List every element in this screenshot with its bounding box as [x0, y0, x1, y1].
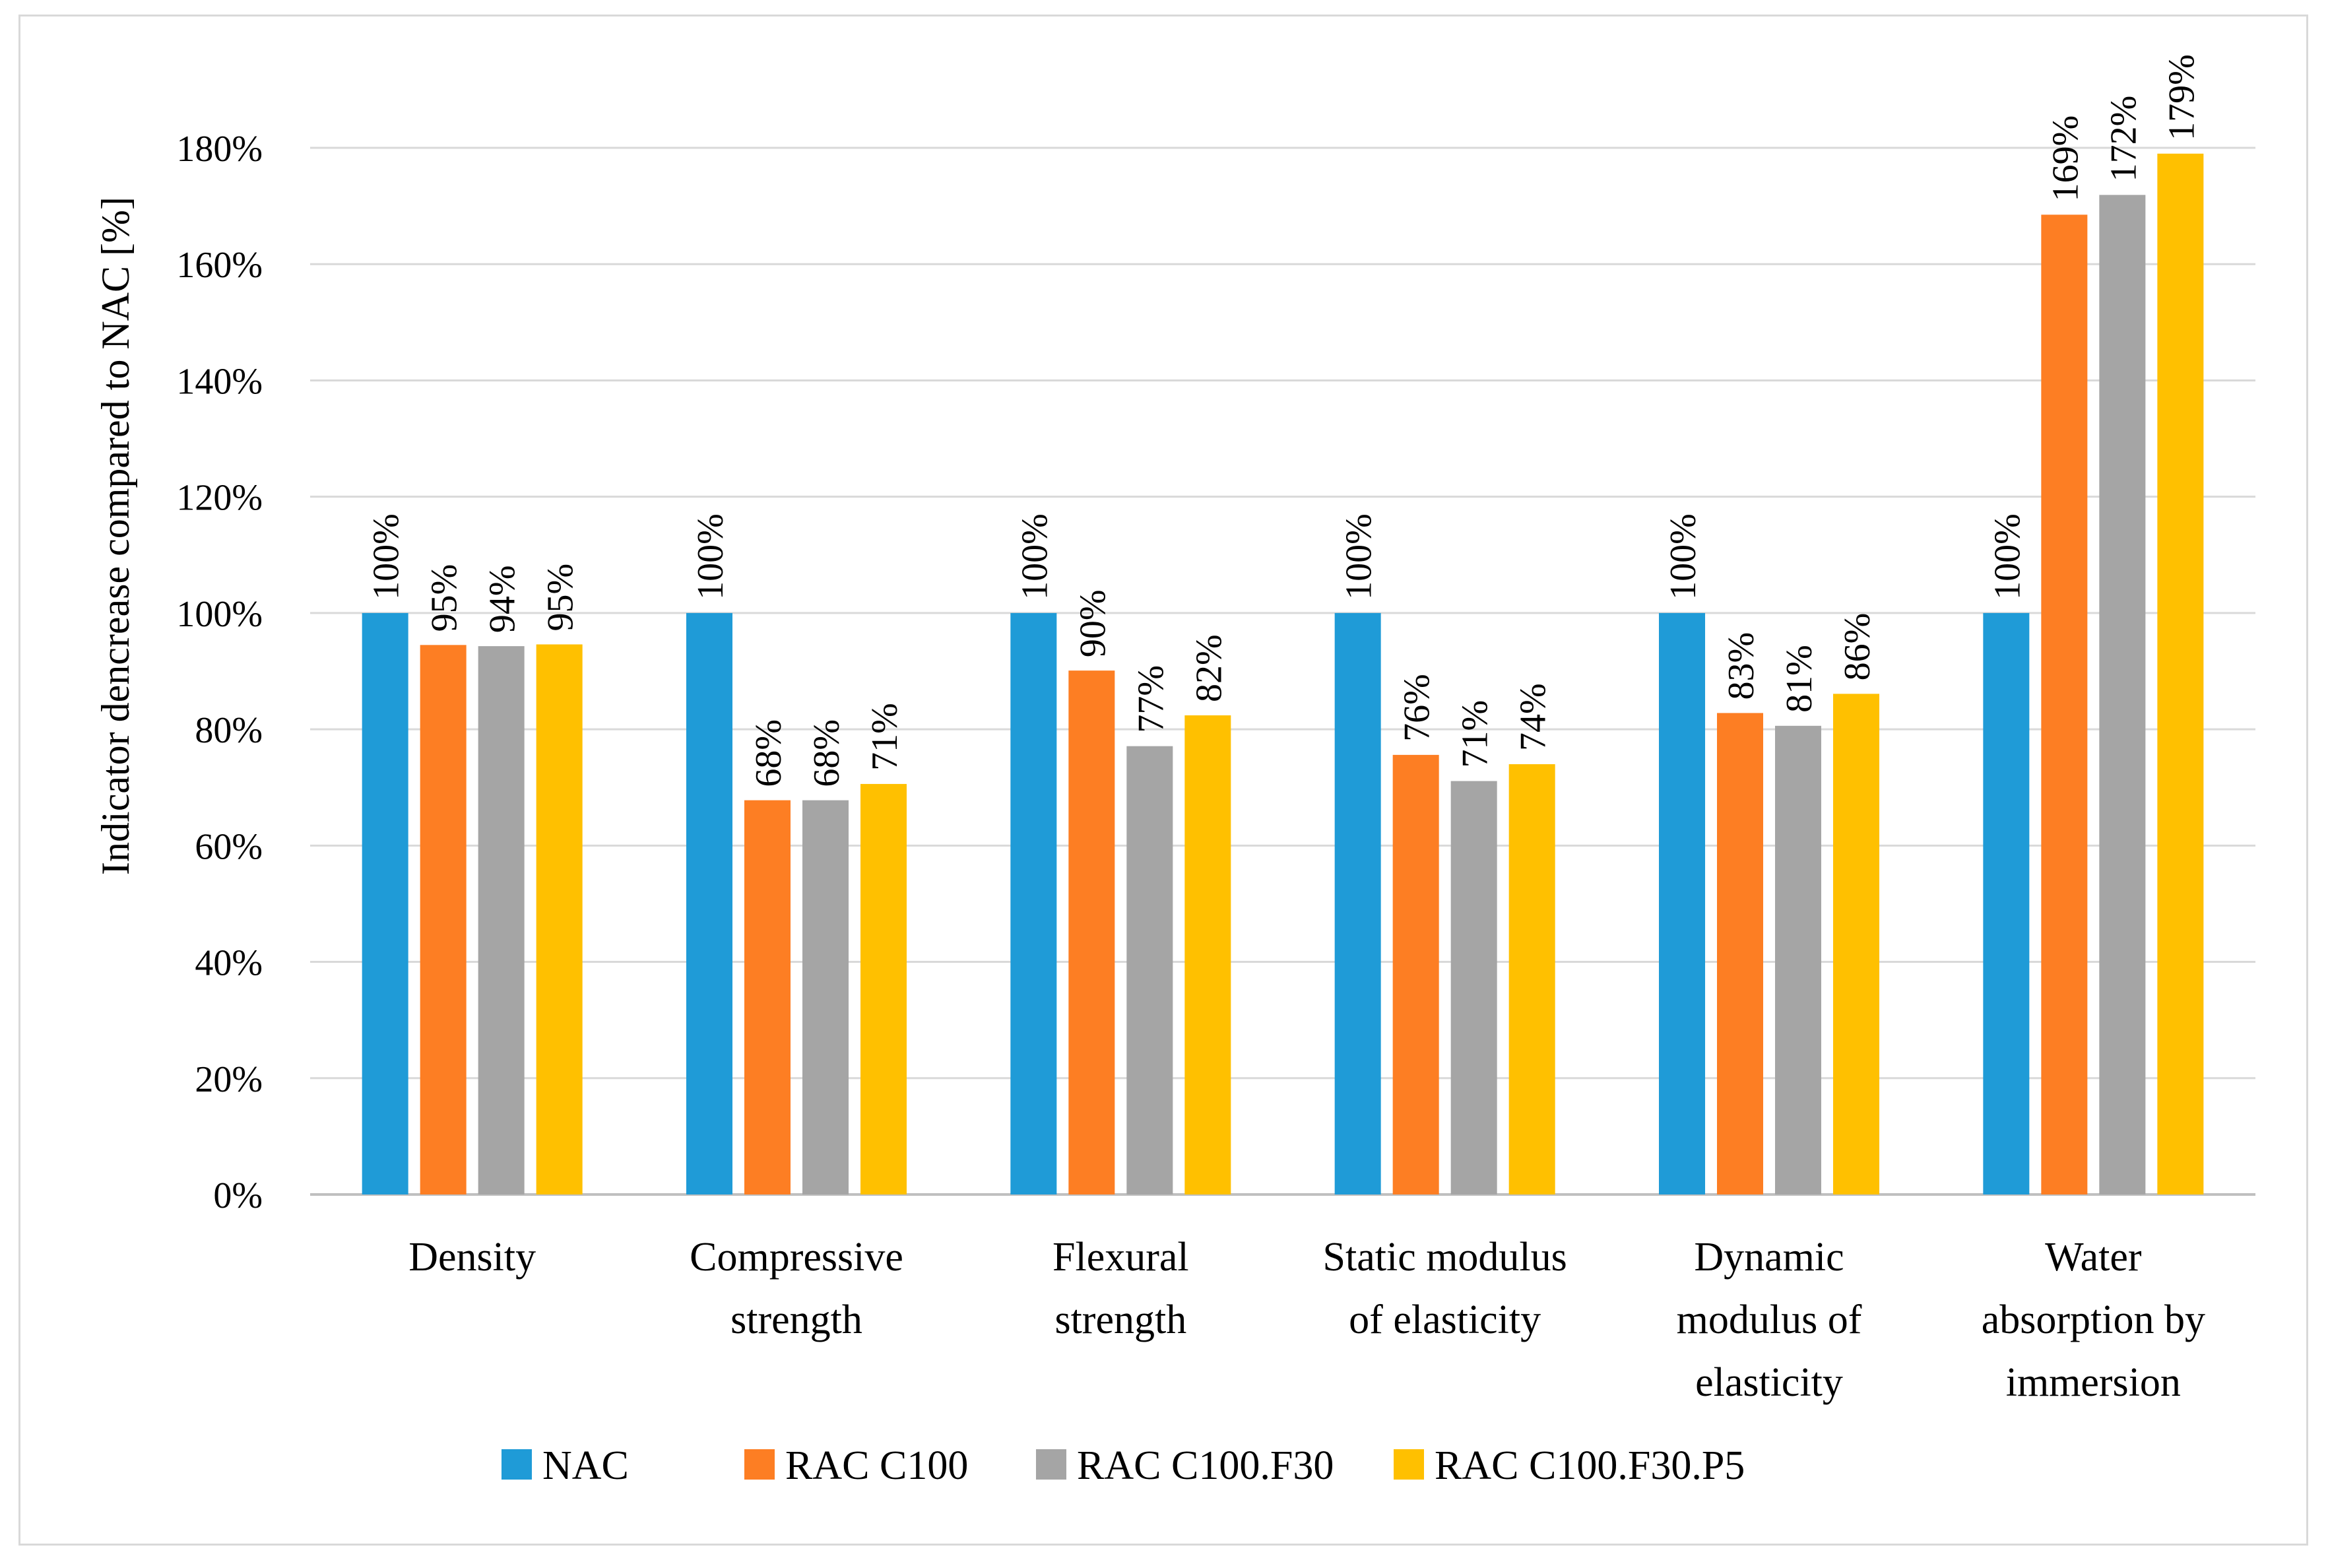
- data-label: 100%: [366, 513, 407, 600]
- data-label: 100%: [690, 513, 731, 600]
- bar-rac-c100: [2041, 214, 2088, 1195]
- bar-rac-c100-f30-p5: [1833, 694, 1879, 1194]
- data-label: 76%: [1397, 674, 1438, 742]
- x-category-label: modulus of: [1677, 1297, 1862, 1342]
- x-category-label: strength: [1054, 1297, 1186, 1342]
- legend-label: RAC C100.F30.P5: [1435, 1443, 1745, 1488]
- data-label: 71%: [1455, 700, 1496, 768]
- y-tick-label: 140%: [176, 361, 263, 402]
- legend-swatch: [744, 1449, 775, 1480]
- x-axis-categories: Density Compressive strength Flexural streng…: [408, 1235, 2205, 1405]
- x-category-label: Water: [2045, 1235, 2142, 1280]
- bar-rac-c100-f30: [1450, 781, 1497, 1194]
- bar-rac-c100: [744, 800, 791, 1194]
- x-category-label: absorption by: [1982, 1297, 2205, 1342]
- data-label: 81%: [1779, 645, 1820, 713]
- x-category-label: Flexural: [1052, 1235, 1189, 1280]
- data-label: 82%: [1188, 634, 1229, 702]
- data-label: 179%: [2161, 54, 2202, 141]
- bar-rac-c100-f30-p5: [1184, 715, 1231, 1194]
- data-label: 172%: [2103, 96, 2144, 182]
- y-tick-label: 120%: [176, 478, 263, 519]
- x-category-label: strength: [730, 1297, 862, 1342]
- data-label: 77%: [1130, 665, 1171, 733]
- y-tick-label: 0%: [213, 1175, 263, 1216]
- bar-nac: [686, 612, 732, 1194]
- bars: [362, 153, 2204, 1195]
- y-tick-label: 80%: [195, 710, 263, 751]
- data-label: 169%: [2045, 115, 2086, 202]
- data-label: 71%: [864, 703, 905, 771]
- legend-swatch: [502, 1449, 532, 1480]
- bar-rac-c100-f30-p5: [2157, 153, 2204, 1194]
- bar-rac-c100-f30-p5: [860, 783, 907, 1194]
- x-category-label: Density: [408, 1235, 536, 1280]
- data-label: 86%: [1837, 613, 1878, 681]
- bar-nac: [1659, 612, 1705, 1194]
- x-category-label: elasticity: [1695, 1360, 1843, 1405]
- data-label: 68%: [748, 719, 789, 787]
- bar-rac-c100: [1717, 713, 1763, 1194]
- data-label: 100%: [1014, 513, 1055, 600]
- y-axis-label: Indicator dencrease compared to NAC [%]: [94, 197, 137, 875]
- x-category-label: of elasticity: [1349, 1297, 1541, 1342]
- data-label: 95%: [424, 564, 465, 632]
- data-label: 100%: [1339, 513, 1380, 600]
- x-category-label: Dynamic: [1694, 1235, 1844, 1280]
- y-tick-label: 160%: [176, 245, 263, 286]
- bar-rac-c100: [1392, 754, 1439, 1194]
- bar-rac-c100-f30: [1126, 746, 1173, 1194]
- y-tick-label: 20%: [195, 1059, 263, 1100]
- data-label: 74%: [1513, 683, 1554, 751]
- bar-rac-c100-f30-p5: [536, 644, 583, 1194]
- bar-rac-c100-f30: [1775, 725, 1821, 1194]
- x-category-label: immersion: [2006, 1360, 2181, 1405]
- y-tick-label: 60%: [195, 826, 263, 867]
- bar-rac-c100-f30-p5: [1508, 764, 1555, 1194]
- data-label: 94%: [482, 565, 523, 633]
- bar-rac-c100: [1068, 670, 1115, 1194]
- gridlines: [310, 147, 2255, 1196]
- data-label: 100%: [1987, 513, 2028, 600]
- data-label: 90%: [1072, 589, 1113, 657]
- bar-rac-c100: [420, 645, 467, 1194]
- bar-nac: [1010, 612, 1057, 1194]
- legend-label: NAC: [542, 1443, 629, 1488]
- legend-swatch: [1036, 1449, 1066, 1480]
- bar-rac-c100-f30: [478, 646, 525, 1194]
- data-label: 95%: [540, 564, 581, 632]
- data-labels: 100% 95% 94% 95% 100% 68% 68% 71% 100% 90% 77% 82% 1…: [366, 54, 2203, 787]
- legend-label: RAC C100.F30: [1077, 1443, 1334, 1488]
- data-label: 68%: [806, 719, 847, 787]
- bar-nac: [1983, 612, 2030, 1194]
- y-tick-label: 40%: [195, 943, 263, 984]
- legend-label: RAC C100: [785, 1443, 968, 1488]
- y-axis: 0% 20% 40% 60% 80% 100% 120% 140% 160% 180%: [176, 129, 263, 1216]
- data-label: 100%: [1663, 513, 1704, 600]
- x-category-label: Static modulus: [1323, 1235, 1567, 1280]
- bar-nac: [362, 612, 408, 1194]
- y-tick-label: 180%: [176, 129, 263, 170]
- data-label: 83%: [1721, 632, 1762, 700]
- x-category-label: Compressive: [690, 1235, 903, 1280]
- legend-swatch: [1394, 1449, 1424, 1480]
- bar-nac: [1334, 612, 1381, 1194]
- legend: NAC RAC C100 RAC C100.F30 RAC C100.F30.P5: [502, 1443, 1745, 1488]
- bar-rac-c100-f30: [802, 800, 849, 1194]
- bar-rac-c100-f30: [2099, 195, 2146, 1194]
- y-tick-label: 100%: [176, 594, 263, 635]
